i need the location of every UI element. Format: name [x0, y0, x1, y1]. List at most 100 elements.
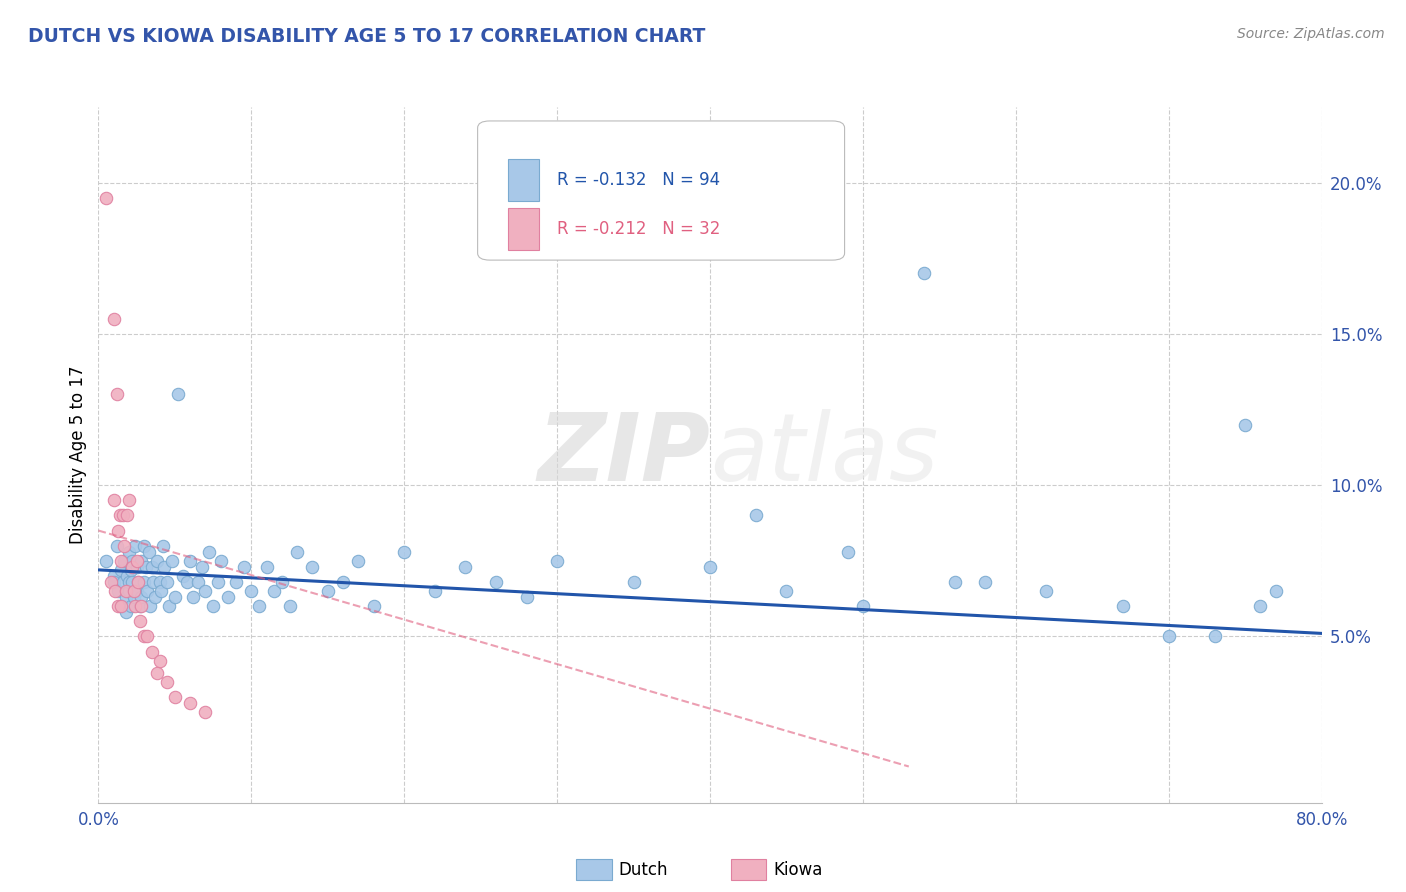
Point [278, 599, 301, 614]
Point [107, 599, 129, 614]
Point [104, 584, 127, 599]
Y-axis label: Disability Age 5 to 17: Disability Age 5 to 17 [69, 366, 87, 544]
Point [1035, 584, 1057, 599]
Point [256, 559, 278, 574]
Point [156, 674, 179, 689]
Point [138, 545, 160, 559]
Point [263, 584, 285, 599]
Point [1157, 629, 1180, 643]
Point [167, 387, 190, 401]
Point [194, 705, 217, 719]
Point [240, 584, 263, 599]
Point [120, 599, 142, 614]
Point [117, 508, 139, 523]
Point [118, 584, 141, 599]
Point [110, 554, 132, 568]
Point [121, 574, 143, 589]
Point [145, 665, 167, 680]
Point [153, 559, 176, 574]
Point [347, 554, 370, 568]
Point [1249, 599, 1271, 614]
Point [943, 574, 966, 589]
Point [837, 545, 859, 559]
Point [247, 599, 270, 614]
Point [127, 574, 149, 589]
Text: Kiowa: Kiowa [773, 861, 823, 879]
Point [128, 599, 150, 614]
Point [127, 574, 149, 589]
Point [202, 599, 225, 614]
Point [110, 599, 132, 614]
Point [125, 559, 148, 574]
Point [115, 590, 138, 604]
Point [103, 311, 125, 326]
Point [105, 539, 128, 553]
Point [363, 599, 385, 614]
Point [124, 599, 146, 614]
Point [105, 387, 128, 401]
Text: R = -0.132   N = 94: R = -0.132 N = 94 [557, 171, 720, 189]
Point [115, 605, 138, 619]
Point [1234, 417, 1257, 432]
Point [110, 599, 132, 614]
Point [121, 559, 143, 574]
Point [270, 574, 292, 589]
Point [141, 644, 163, 658]
Point [332, 574, 354, 589]
Point [136, 584, 159, 599]
Point [103, 574, 125, 589]
Point [129, 599, 152, 614]
Point [392, 545, 416, 559]
Point [1264, 584, 1286, 599]
Point [1112, 599, 1135, 614]
Point [136, 629, 159, 643]
Point [125, 584, 148, 599]
Point [103, 569, 125, 583]
Point [912, 267, 935, 281]
Point [142, 574, 165, 589]
Point [285, 545, 308, 559]
Point [516, 590, 538, 604]
Point [454, 559, 477, 574]
Point [118, 545, 141, 559]
Point [181, 590, 204, 604]
Point [1204, 629, 1226, 643]
Point [134, 539, 156, 553]
Point [623, 574, 645, 589]
Text: atlas: atlas [710, 409, 938, 500]
Point [111, 508, 134, 523]
Point [974, 574, 997, 589]
Text: Dutch: Dutch [619, 861, 668, 879]
Point [546, 554, 568, 568]
Point [217, 590, 239, 604]
Point [176, 574, 198, 589]
Point [179, 554, 201, 568]
Point [112, 539, 135, 553]
Point [163, 690, 186, 704]
Point [121, 554, 143, 568]
Point [149, 654, 172, 668]
Point [129, 590, 152, 604]
Point [124, 539, 146, 553]
Point [103, 493, 125, 508]
Text: ZIP: ZIP [537, 409, 710, 501]
Point [187, 574, 209, 589]
Point [225, 574, 247, 589]
Point [120, 563, 142, 577]
Point [112, 554, 135, 568]
Point [134, 629, 156, 643]
Point [207, 574, 229, 589]
Point [110, 563, 132, 577]
Point [122, 584, 145, 599]
Text: Source: ZipAtlas.com: Source: ZipAtlas.com [1237, 27, 1385, 41]
Point [157, 599, 180, 614]
Point [135, 559, 157, 574]
FancyBboxPatch shape [508, 208, 538, 250]
Point [118, 574, 141, 589]
Point [125, 554, 148, 568]
Point [485, 574, 508, 589]
Point [143, 590, 166, 604]
Point [191, 559, 214, 574]
Point [108, 508, 131, 523]
Point [115, 584, 138, 599]
